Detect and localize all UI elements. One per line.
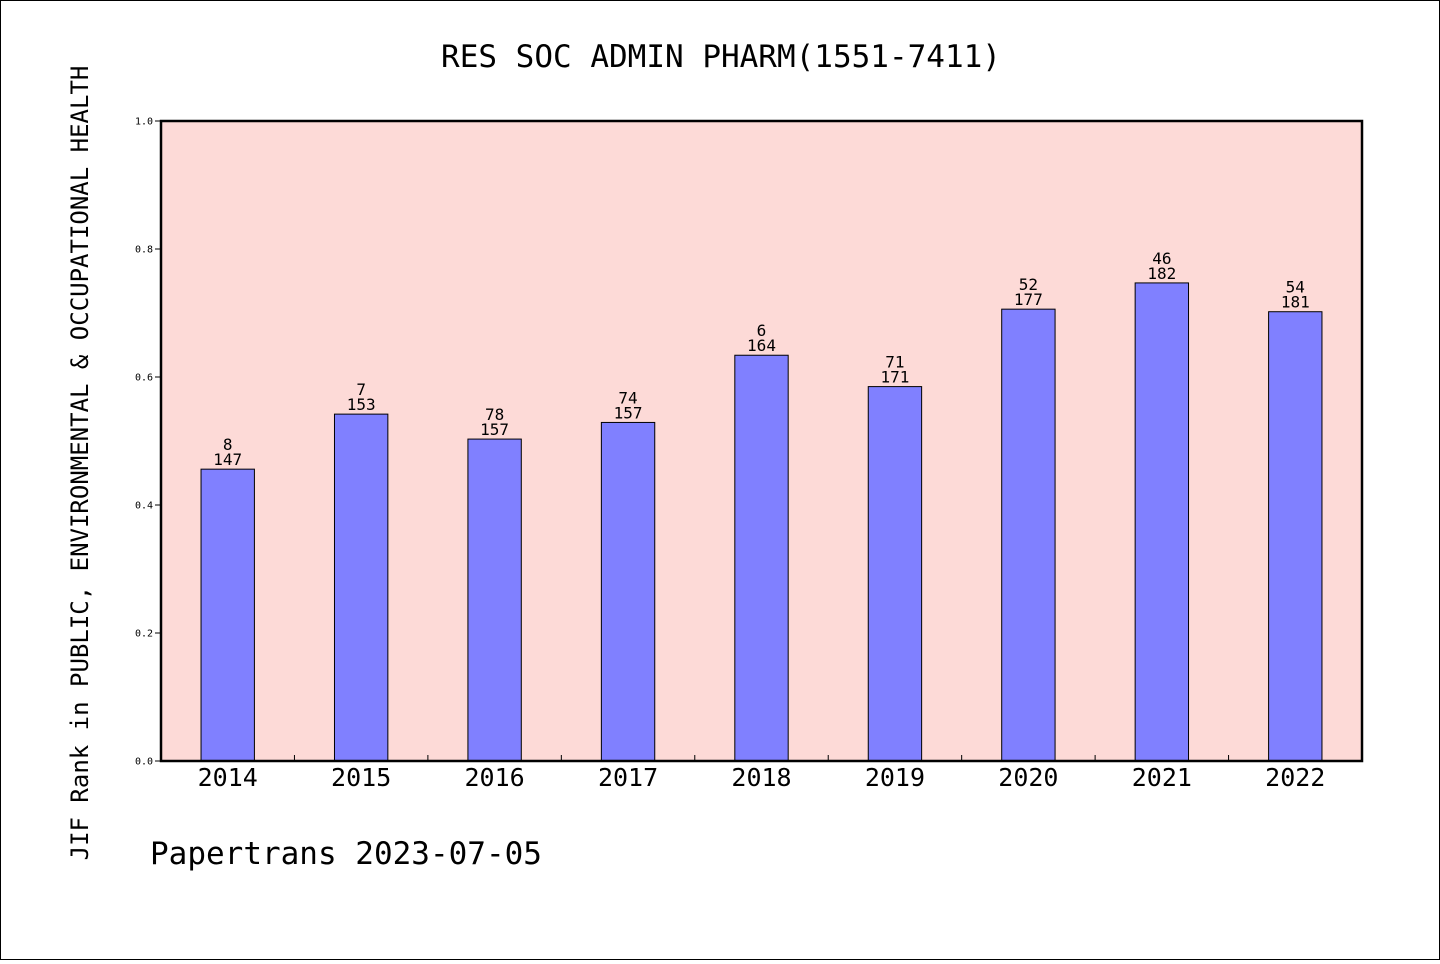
bar-total-label: 157 [614,403,643,422]
x-tick-label: 2019 [865,763,925,792]
y-tick-label: 1.0 [135,117,153,128]
plot-border [159,119,1364,763]
y-tick-label: 0.2 [135,629,153,640]
footer-text: Papertrans 2023-07-05 [150,836,542,872]
bar-rank-label: 52 [1019,275,1038,294]
bar-rank-label: 54 [1286,278,1305,297]
bar-total-label: 177 [1014,290,1043,309]
bar-rank-label: 71 [885,353,904,372]
bar-series: 8147715378157741576164711715217746182541… [200,249,1323,762]
bar-rank-label: 78 [485,405,504,424]
y-axis: 0.0 0.2 0.4 0.6 0.8 1.0 [135,117,161,768]
bar-2017 [600,421,656,762]
bar-total-label: 182 [1147,264,1176,283]
bar-2015 [333,413,389,762]
x-tick-label: 2018 [731,763,791,792]
bar-rank-label: 6 [757,321,767,340]
y-tick-label: 0.4 [135,501,153,512]
bar-total-label: 181 [1281,293,1310,312]
x-tick-label: 2014 [198,763,258,792]
y-tick-label: 0.6 [135,373,153,384]
bar-2022 [1268,311,1323,762]
y-tick-label: 0.0 [135,757,153,768]
bar-2016 [467,438,522,762]
x-tick-label: 2015 [331,763,391,792]
x-axis: 2014 2015 2016 2017 2018 2019 2020 2021 2022 [198,755,1325,792]
bar-rank-label: 8 [223,435,233,454]
bar-total-label: 171 [880,368,909,387]
bar-2020 [1001,308,1056,762]
bar-2014 [200,468,255,762]
y-axis-label: JIF Rank in PUBLIC, ENVIRONMENTAL & OCCU… [66,66,94,861]
y-tick-label: 0.8 [135,245,153,256]
x-tick-label: 2022 [1265,763,1325,792]
x-tick-label: 2021 [1132,763,1192,792]
bar-total-label: 153 [347,395,376,414]
bar-2018 [734,354,789,762]
bar-total-label: 164 [747,336,776,355]
bar-rank-label: 74 [618,388,637,407]
x-tick-label: 2016 [465,763,525,792]
chart-title: RES SOC ADMIN PHARM(1551-7411) [441,39,1001,75]
bar-2019 [867,386,923,762]
bar-rank-label: 46 [1152,249,1171,268]
bar-total-label: 147 [213,450,242,469]
bar-rank-label: 7 [356,380,366,399]
x-tick-label: 2020 [998,763,1058,792]
bar-total-label: 157 [480,420,509,439]
bar-2021 [1134,282,1190,762]
x-tick-label: 2017 [598,763,658,792]
